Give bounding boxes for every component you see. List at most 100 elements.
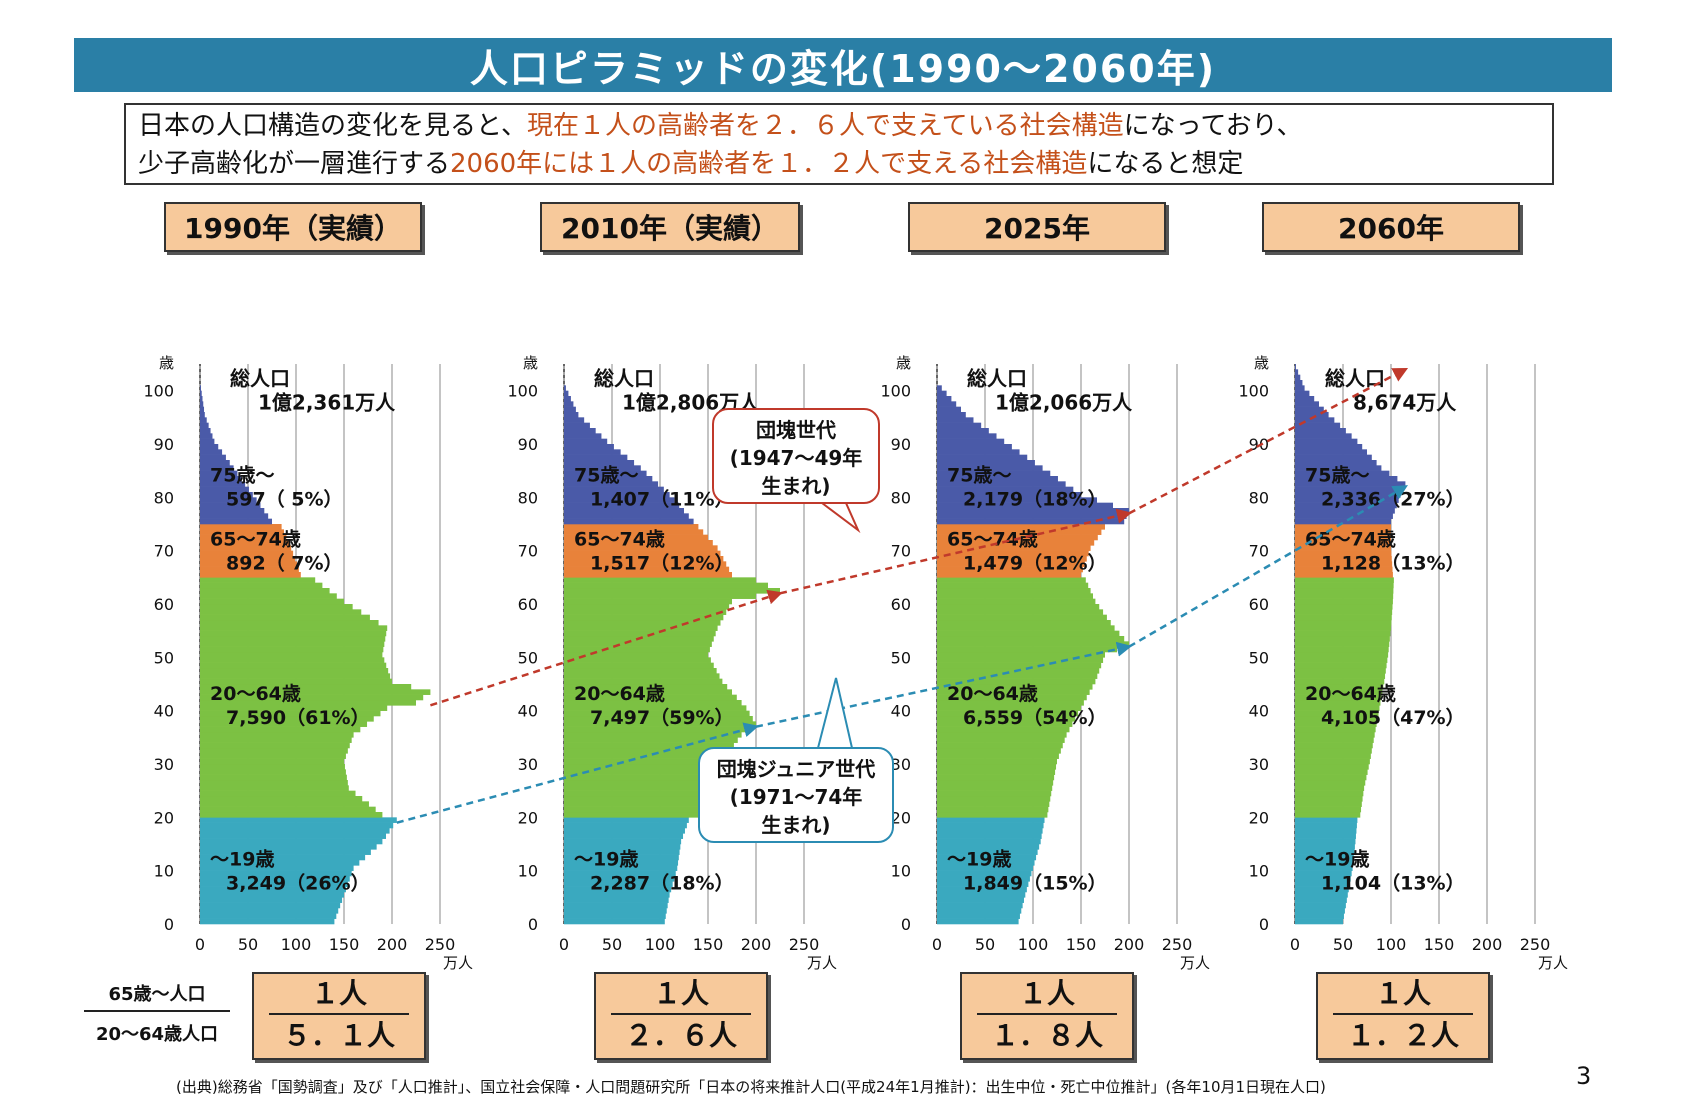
age-bar	[200, 545, 292, 551]
total-population-label: 総人口	[1325, 366, 1385, 390]
age-group-label: 75歳～	[210, 464, 274, 486]
y-tick-label: 70	[1249, 542, 1269, 561]
age-bar	[937, 406, 961, 413]
age-bar	[1295, 881, 1350, 887]
age-bar	[200, 582, 323, 589]
age-bar	[564, 769, 717, 775]
age-bar	[200, 508, 265, 514]
age-bar	[937, 769, 1056, 775]
age-bar	[564, 796, 705, 802]
age-bar	[937, 689, 1090, 695]
age-bar	[1295, 748, 1372, 754]
age-bar	[937, 422, 982, 429]
age-group-label: 20～64歳	[574, 683, 665, 705]
age-bar	[1295, 492, 1401, 498]
page-title: 人口ピラミッドの変化(1990～2060年)	[74, 38, 1612, 92]
x-axis-unit: 万人	[807, 954, 837, 972]
y-tick-label: 10	[518, 862, 538, 881]
x-tick-label: 100	[1018, 935, 1049, 954]
ratio-box-2025: １人 １．８人	[960, 972, 1134, 1060]
age-bar	[564, 412, 579, 418]
age-group-label: ～19歳	[210, 848, 274, 870]
age-bar	[200, 401, 204, 407]
age-bar	[937, 710, 1079, 717]
age-bar	[200, 876, 350, 882]
y-tick-label: 0	[528, 915, 538, 934]
age-bar	[200, 518, 272, 525]
age-bar	[1295, 726, 1376, 733]
age-group-value: 2,287（18%）	[590, 871, 734, 894]
ratio-box-1990: １人 ５．１人	[252, 972, 426, 1060]
age-bar	[1295, 396, 1315, 402]
age-group-value: 1,407（11%）	[590, 487, 734, 510]
age-bar	[200, 812, 383, 818]
age-bar	[564, 438, 608, 445]
age-bar	[937, 636, 1125, 642]
age-bar	[937, 822, 1044, 829]
age-bar	[937, 609, 1104, 615]
age-bar	[1295, 460, 1377, 466]
age-bar	[200, 550, 294, 557]
age-bar	[937, 838, 1041, 845]
age-bar	[564, 849, 680, 855]
age-bar	[200, 870, 352, 877]
total-population-value: 1億2,361万人	[258, 390, 396, 414]
y-tick-label: 50	[154, 648, 174, 667]
y-tick-label: 80	[518, 488, 538, 507]
age-bar	[564, 620, 721, 626]
age-group-label: 20～64歳	[947, 683, 1038, 705]
age-bar	[200, 790, 356, 797]
age-bar	[564, 918, 665, 925]
age-bar	[200, 833, 386, 839]
age-bar	[937, 892, 1026, 898]
age-bar	[937, 865, 1033, 871]
age-bar	[1295, 662, 1387, 669]
age-bar	[200, 822, 394, 829]
age-bar	[564, 422, 590, 429]
y-tick-label: 50	[1249, 648, 1269, 667]
y-tick-label: 40	[891, 702, 911, 721]
age-bar	[200, 513, 269, 519]
age-bar	[1295, 684, 1384, 690]
x-tick-label: 0	[932, 935, 942, 954]
age-bar	[564, 502, 680, 509]
age-bar	[200, 881, 348, 887]
age-bar	[200, 886, 346, 893]
age-bar	[200, 492, 253, 498]
age-bar	[1295, 849, 1355, 855]
age-bar	[200, 673, 391, 679]
ratio-divider	[269, 1013, 409, 1015]
age-bar	[564, 625, 718, 631]
summary-highlight: 2060年には１人の高齢者を１．２人で支える社会構造	[450, 149, 1088, 179]
y-tick-label: 40	[1249, 702, 1269, 721]
age-bar	[564, 550, 721, 557]
page-number: 3	[1576, 1062, 1592, 1090]
y-tick-label: 0	[164, 915, 174, 934]
age-bar	[1295, 486, 1403, 493]
age-bar	[564, 652, 708, 658]
x-axis-unit: 万人	[443, 954, 473, 972]
age-bar	[937, 641, 1129, 647]
age-bar	[937, 497, 1097, 503]
summary-line-2: 少子高齢化が一層進行する2060年には１人の高齢者を１．２人で支える社会構造にな…	[138, 145, 1540, 183]
age-bar	[200, 524, 282, 530]
age-bar	[200, 726, 361, 733]
age-bar	[564, 833, 684, 839]
age-bar	[200, 753, 346, 759]
age-bar	[1295, 668, 1386, 674]
age-bar	[937, 657, 1104, 663]
x-axis-unit: 万人	[1180, 954, 1210, 972]
age-bar	[200, 854, 366, 861]
summary-line-1: 日本の人口構造の変化を見ると、現在１人の高齢者を２．６人で支えている社会構造にな…	[138, 107, 1540, 145]
age-bar	[937, 508, 1129, 514]
age-bar	[1295, 465, 1382, 471]
age-bar	[937, 817, 1045, 823]
ratio-denominator: ２．６人	[624, 1019, 737, 1052]
x-tick-label: 150	[1424, 935, 1455, 954]
age-bar	[200, 625, 388, 631]
y-tick-label: 90	[891, 435, 911, 454]
age-bar	[200, 742, 350, 749]
age-bar	[1295, 785, 1365, 791]
age-bar	[1295, 556, 1392, 562]
age-bar	[1295, 470, 1390, 477]
